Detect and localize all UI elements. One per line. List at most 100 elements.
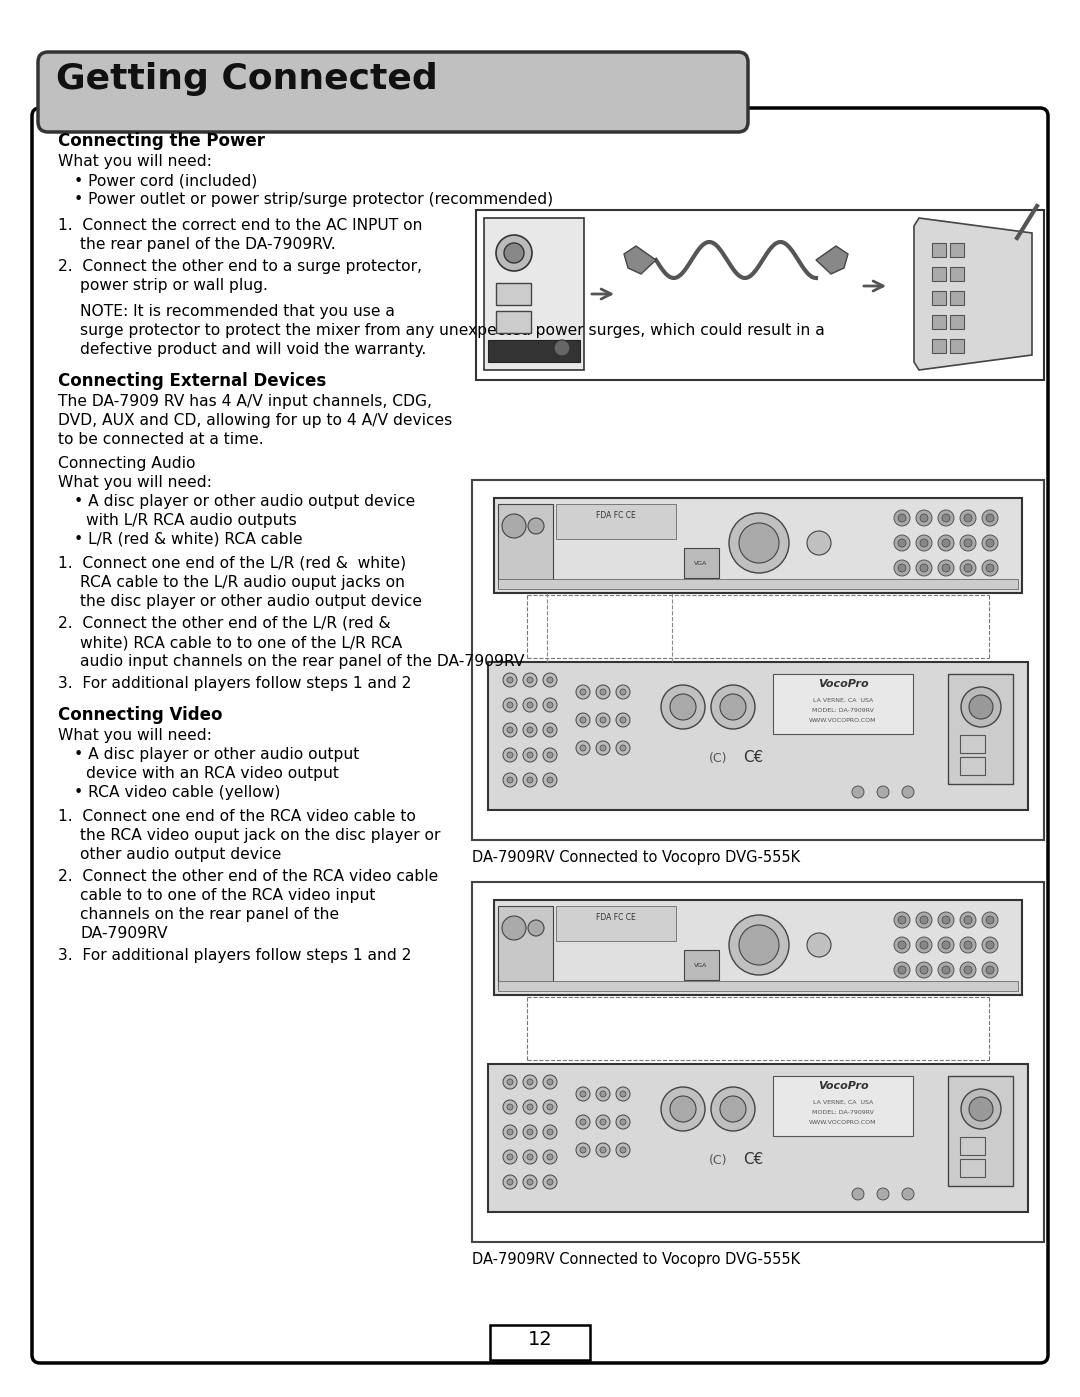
Text: 1.  Connect one end of the L∕R (red &  white): 1. Connect one end of the L∕R (red & whi… [58, 556, 406, 571]
Circle shape [596, 740, 610, 754]
Circle shape [543, 1076, 557, 1090]
Circle shape [507, 1154, 513, 1160]
Circle shape [616, 1115, 630, 1129]
Bar [932, 339, 946, 353]
Text: DA-7909RV Connected to Vocopro DVG-555K: DA-7909RV Connected to Vocopro DVG-555K [472, 1252, 800, 1267]
Text: What you will need:: What you will need: [58, 728, 212, 743]
Text: Connecting External Devices: Connecting External Devices [58, 372, 326, 390]
Circle shape [894, 963, 910, 978]
Bar [496, 284, 531, 305]
Polygon shape [624, 246, 656, 274]
Text: other audio output device: other audio output device [80, 847, 282, 862]
Circle shape [939, 912, 954, 928]
Text: What you will need:: What you will need: [58, 154, 212, 169]
Text: Connecting Video: Connecting Video [58, 705, 222, 724]
Text: audio input channels on the rear panel of the DA-7909RV: audio input channels on the rear panel o… [80, 654, 525, 669]
Circle shape [877, 787, 889, 798]
Circle shape [616, 1087, 630, 1101]
Circle shape [546, 1104, 553, 1111]
Circle shape [496, 235, 532, 271]
Circle shape [620, 717, 626, 724]
Circle shape [523, 698, 537, 712]
Circle shape [543, 1125, 557, 1139]
Text: LA VERNE, CA  USA: LA VERNE, CA USA [813, 698, 873, 703]
Text: power strip or wall plug.: power strip or wall plug. [80, 278, 268, 293]
Bar [472, 481, 1044, 840]
Circle shape [503, 673, 517, 687]
Text: MODEL: DA-7909RV: MODEL: DA-7909RV [812, 708, 874, 712]
Circle shape [894, 937, 910, 953]
Circle shape [527, 1129, 534, 1134]
Circle shape [982, 560, 998, 576]
Circle shape [503, 1150, 517, 1164]
Circle shape [616, 685, 630, 698]
Circle shape [960, 963, 976, 978]
Circle shape [528, 921, 544, 936]
Circle shape [739, 522, 779, 563]
Bar [490, 1324, 590, 1361]
Circle shape [916, 560, 932, 576]
Circle shape [580, 1091, 586, 1097]
Circle shape [523, 1125, 537, 1139]
Circle shape [528, 518, 544, 534]
Bar [950, 243, 964, 257]
Circle shape [576, 1087, 590, 1101]
Circle shape [961, 687, 1001, 726]
Text: WWW.VOCOPRO.COM: WWW.VOCOPRO.COM [809, 718, 877, 724]
Circle shape [920, 564, 928, 571]
Text: • L∕R (red & white) RCA cable: • L∕R (red & white) RCA cable [75, 532, 302, 548]
Circle shape [503, 1076, 517, 1090]
Circle shape [897, 942, 906, 949]
Circle shape [982, 535, 998, 550]
Circle shape [523, 1175, 537, 1189]
Bar [684, 950, 719, 981]
Circle shape [960, 937, 976, 953]
Text: NOTE: It is recommended that you use a: NOTE: It is recommended that you use a [80, 305, 395, 319]
Circle shape [894, 560, 910, 576]
Bar [484, 218, 584, 370]
Circle shape [661, 1087, 705, 1132]
Circle shape [503, 1099, 517, 1113]
Text: • Power cord (included): • Power cord (included) [75, 173, 257, 189]
Circle shape [527, 678, 534, 683]
Circle shape [720, 694, 746, 719]
Bar [950, 339, 964, 353]
Circle shape [964, 564, 972, 571]
Circle shape [527, 752, 534, 759]
Circle shape [620, 689, 626, 694]
Circle shape [986, 916, 994, 923]
Circle shape [739, 925, 779, 965]
Circle shape [527, 1154, 534, 1160]
Circle shape [507, 1179, 513, 1185]
Text: • Power outlet or power strip/surge protector (recommended): • Power outlet or power strip/surge prot… [75, 191, 553, 207]
Text: defective product and will void the warranty.: defective product and will void the warr… [80, 342, 427, 358]
Circle shape [711, 685, 755, 729]
Circle shape [507, 777, 513, 782]
Bar [773, 673, 913, 733]
Circle shape [523, 1099, 537, 1113]
Circle shape [670, 1097, 696, 1122]
Text: the disc player or other audio output device: the disc player or other audio output de… [80, 594, 422, 609]
Text: Getting Connected: Getting Connected [56, 61, 437, 96]
Bar [498, 981, 1018, 990]
Text: 1.  Connect the correct end to the AC INPUT on: 1. Connect the correct end to the AC INP… [58, 218, 422, 233]
Circle shape [527, 777, 534, 782]
Bar [950, 291, 964, 305]
Text: channels on the rear panel of the: channels on the rear panel of the [80, 907, 339, 922]
Circle shape [942, 965, 950, 974]
Circle shape [920, 539, 928, 548]
Circle shape [523, 724, 537, 738]
Text: FDA FC CE: FDA FC CE [596, 914, 636, 922]
Bar [498, 907, 553, 989]
Text: LA VERNE, CA  USA: LA VERNE, CA USA [813, 1099, 873, 1105]
Circle shape [982, 937, 998, 953]
Circle shape [596, 1115, 610, 1129]
Text: surge protector to protect the mixer from any unexpected power surges, which cou: surge protector to protect the mixer fro… [80, 323, 825, 338]
Circle shape [897, 916, 906, 923]
Circle shape [942, 916, 950, 923]
FancyBboxPatch shape [32, 108, 1048, 1363]
Text: the rear panel of the DA-7909RV.: the rear panel of the DA-7909RV. [80, 237, 336, 251]
Circle shape [894, 510, 910, 527]
Circle shape [600, 1147, 606, 1153]
Circle shape [964, 539, 972, 548]
